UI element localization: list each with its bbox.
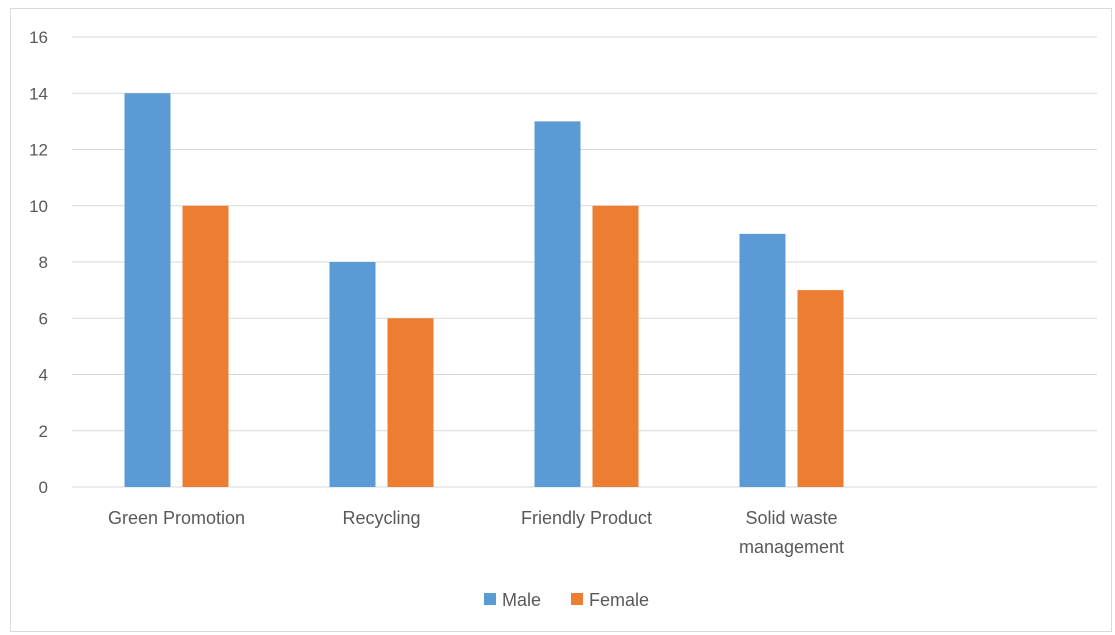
legend-swatch-female	[571, 593, 583, 605]
y-tick-label: 8	[39, 253, 48, 272]
bars	[124, 93, 844, 487]
gridlines	[72, 36, 1097, 488]
bar-female-1	[387, 318, 434, 487]
y-tick-label: 12	[29, 141, 48, 160]
legend-swatch-male	[484, 593, 496, 605]
legend-label-male: Male	[502, 590, 541, 610]
y-tick-label: 16	[29, 28, 48, 47]
bar-female-0	[182, 205, 229, 487]
legend: Male Female	[484, 590, 649, 610]
x-category-label: management	[739, 537, 844, 557]
x-category-label: Solid waste	[745, 508, 837, 528]
bar-male-2	[534, 121, 581, 487]
bar-female-3	[797, 290, 844, 487]
bar-male-1	[329, 262, 376, 487]
y-tick-label: 0	[39, 478, 48, 497]
y-tick-label: 14	[29, 84, 48, 103]
bar-male-0	[124, 93, 171, 487]
x-category-label: Recycling	[342, 508, 420, 528]
bar-female-2	[592, 205, 639, 487]
x-axis-category-labels: Green Promotion Recycling Friendly Product…	[108, 508, 844, 557]
y-tick-label: 4	[39, 366, 48, 385]
y-tick-label: 6	[39, 309, 48, 328]
bar-male-3	[739, 233, 786, 487]
y-axis-tick-labels: 0 2 4 6 8 10 12 14 16	[29, 28, 48, 497]
x-category-label: Friendly Product	[521, 508, 652, 528]
y-tick-label: 10	[29, 197, 48, 216]
y-tick-label: 2	[39, 422, 48, 441]
legend-label-female: Female	[589, 590, 649, 610]
x-category-label: Green Promotion	[108, 508, 245, 528]
